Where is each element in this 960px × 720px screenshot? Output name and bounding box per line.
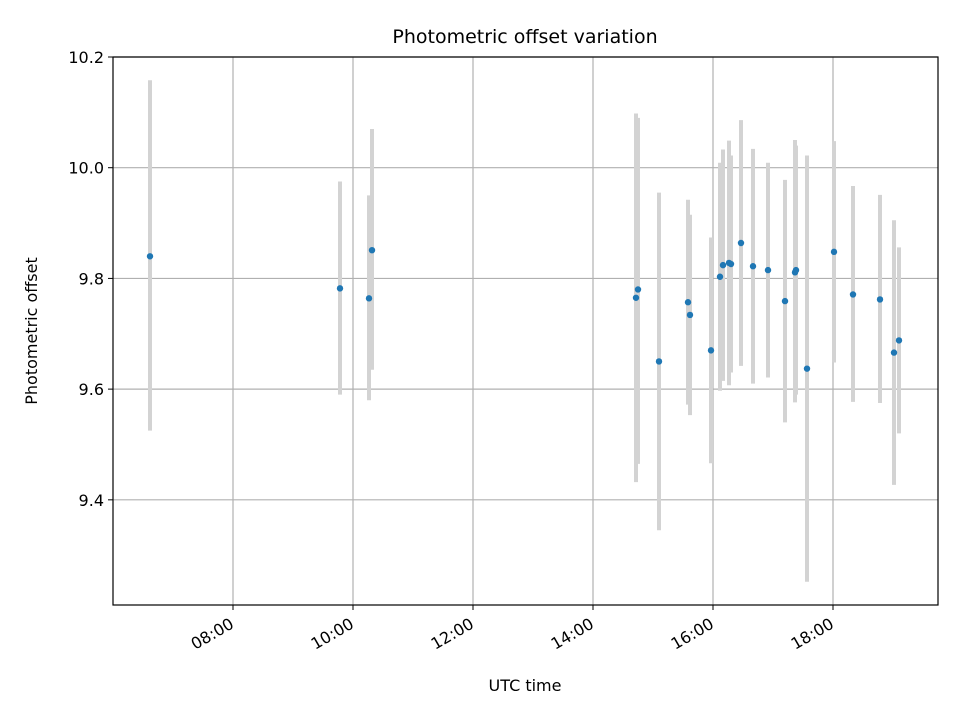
data-point bbox=[792, 266, 800, 274]
chart-title: Photometric offset variation bbox=[392, 26, 657, 48]
data-point bbox=[707, 347, 715, 354]
plot-frame bbox=[112, 56, 939, 606]
data-point bbox=[634, 286, 642, 293]
data-point bbox=[727, 260, 735, 268]
data-point bbox=[368, 246, 376, 254]
data-point bbox=[781, 297, 789, 305]
x-axis-label: UTC time bbox=[489, 676, 562, 695]
data-point bbox=[890, 349, 898, 356]
data-point bbox=[719, 261, 727, 269]
y-tick-label: 9.8 bbox=[79, 269, 104, 288]
data-point bbox=[684, 299, 692, 306]
data-point bbox=[749, 263, 757, 270]
y-tick-label: 10.0 bbox=[68, 159, 104, 178]
data-point bbox=[365, 295, 373, 302]
data-point bbox=[716, 273, 724, 280]
data-point bbox=[803, 365, 811, 372]
y-axis-label: Photometric offset bbox=[22, 257, 41, 405]
data-point bbox=[686, 311, 694, 319]
data-point bbox=[830, 248, 838, 256]
data-point bbox=[737, 239, 745, 247]
y-tick-label: 9.6 bbox=[79, 380, 104, 399]
data-point bbox=[876, 296, 884, 303]
y-tick-label: 9.4 bbox=[79, 491, 104, 510]
data-point bbox=[849, 291, 857, 298]
data-point bbox=[895, 337, 903, 344]
data-point bbox=[655, 358, 663, 365]
data-points bbox=[146, 239, 903, 372]
y-axis-ticks: 9.4 9.6 9.8 10.0 10.2 bbox=[68, 48, 113, 510]
data-point bbox=[146, 253, 154, 260]
data-point bbox=[336, 285, 344, 292]
data-point bbox=[632, 294, 640, 301]
y-tick-label: 10.2 bbox=[68, 48, 104, 67]
data-point bbox=[764, 266, 772, 274]
